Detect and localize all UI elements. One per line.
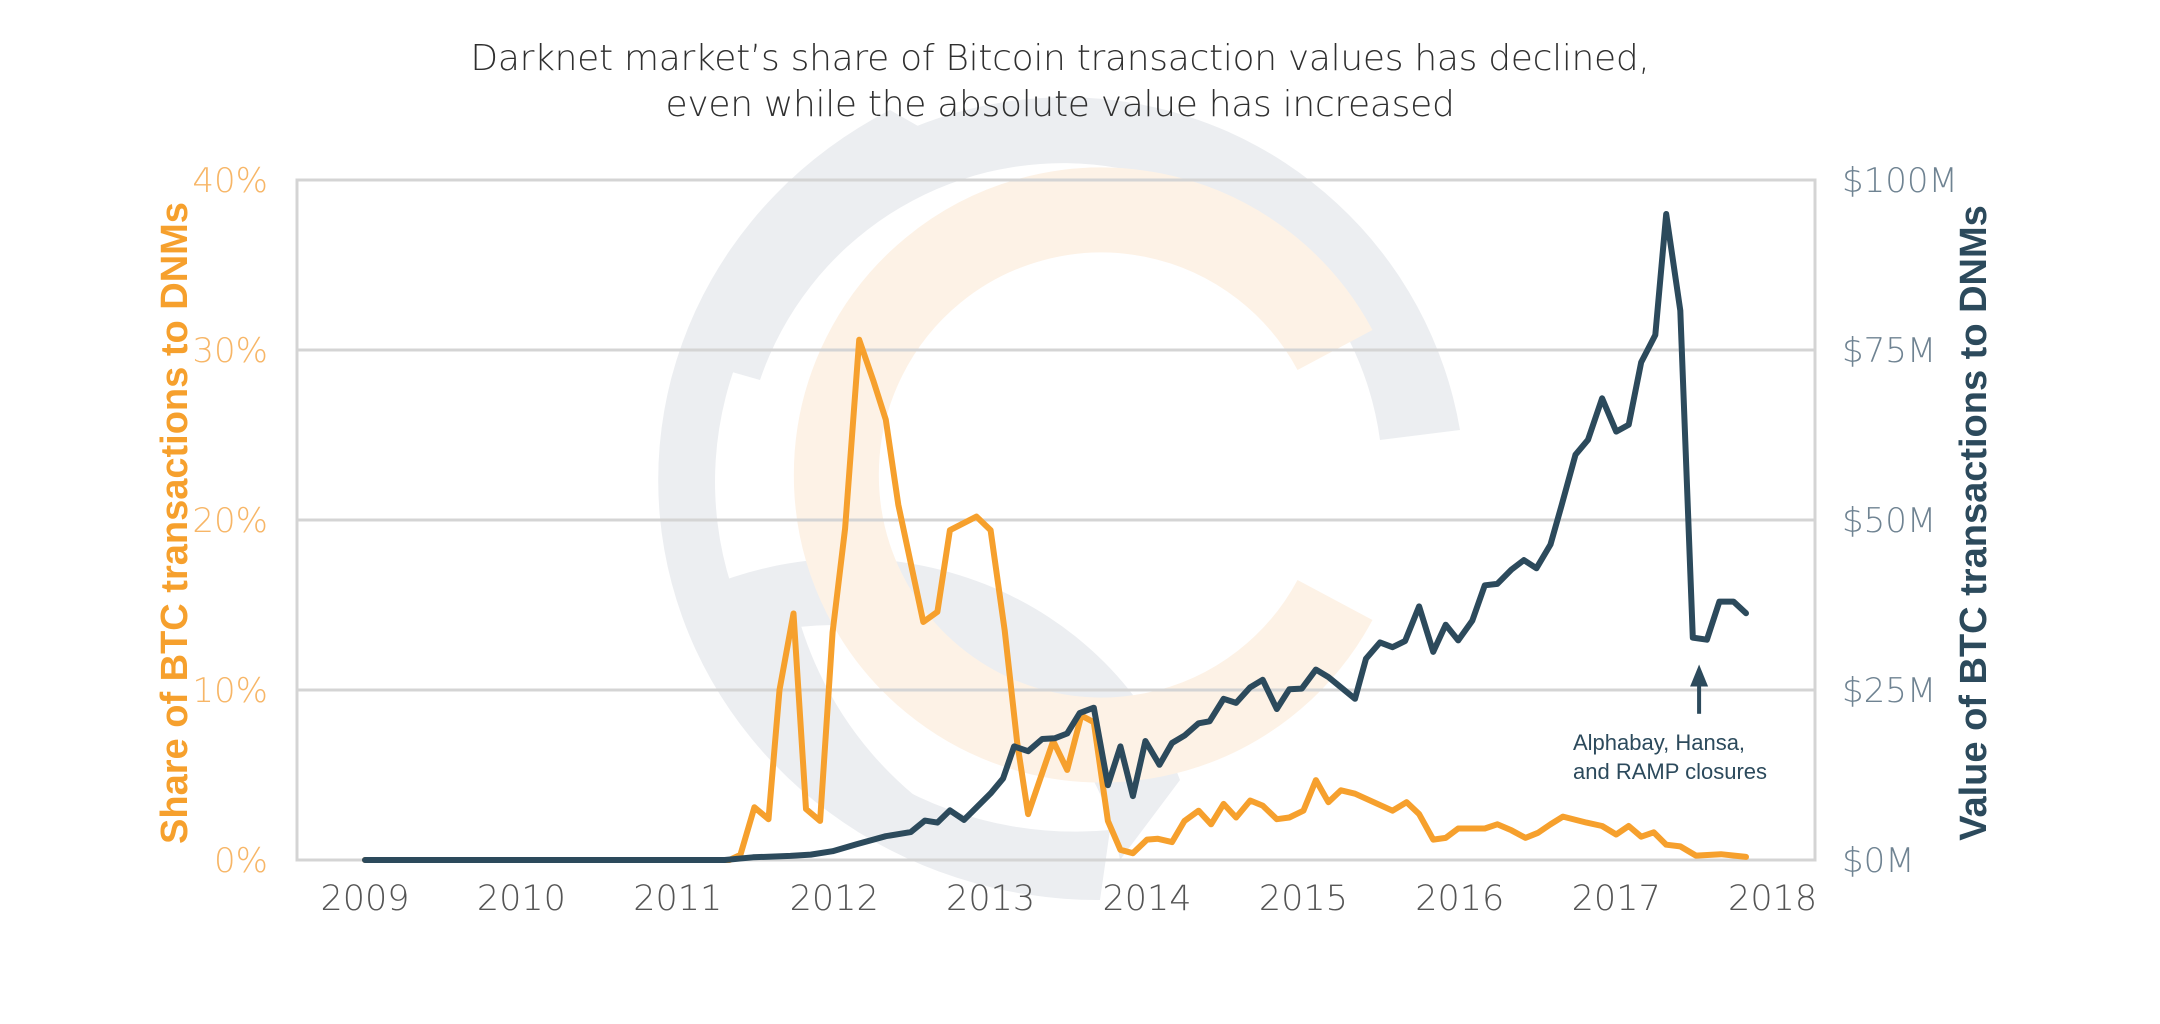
x-tick-label: 2011 <box>633 879 722 919</box>
right-tick-label: $100M <box>1842 161 1958 201</box>
x-tick-label: 2010 <box>477 879 566 919</box>
right-tick-label: $75M <box>1842 331 1936 371</box>
right-axis-ticks: $0M $25M $50M $75M $100M <box>1842 161 1958 881</box>
series-value <box>362 211 1749 863</box>
annotation-text-line: and RAMP closures <box>1573 759 1767 784</box>
left-tick-label: 10% <box>192 671 268 711</box>
chart-title-line-2: even while the absolute value has increa… <box>666 84 1455 125</box>
x-tick-label: 2015 <box>1259 879 1348 919</box>
left-tick-label: 0% <box>214 841 268 881</box>
watermark-grey-arc <box>690 97 1460 441</box>
x-tick-label: 2014 <box>1102 879 1191 919</box>
annotation-text-line: Alphabay, Hansa, <box>1573 730 1745 755</box>
x-axis-ticks: 2009 2010 2011 2012 2013 2014 2015 2016 2017 2018 <box>320 879 1817 919</box>
x-tick-label: 2016 <box>1415 879 1504 919</box>
annotation: Alphabay, Hansa, and RAMP closures <box>1573 664 1767 784</box>
annotation-arrow-icon <box>1690 664 1709 687</box>
x-tick-label: 2009 <box>320 879 409 919</box>
x-tick-label: 2018 <box>1728 879 1817 919</box>
series-line <box>362 336 1749 863</box>
x-tick-label: 2017 <box>1572 879 1661 919</box>
series-share <box>362 336 1749 863</box>
x-tick-label: 2012 <box>790 879 879 919</box>
chart-title-line-1: Darknet market’s share of Bitcoin transa… <box>470 38 1649 79</box>
watermark-orange-ring <box>793 167 1373 783</box>
series-layer <box>362 211 1749 863</box>
left-tick-label: 20% <box>192 501 268 541</box>
x-tick-label: 2013 <box>946 879 1035 919</box>
plot-frame <box>295 178 1817 862</box>
watermark-grey-left <box>700 558 1180 860</box>
left-axis-title: Share of BTC transactions to DNMs <box>154 202 196 844</box>
left-axis-ticks: 0% 10% 20% 30% 40% <box>192 161 268 881</box>
right-tick-label: $25M <box>1842 671 1936 711</box>
right-tick-label: $50M <box>1842 501 1936 541</box>
watermark-logo <box>658 97 1460 901</box>
left-tick-label: 30% <box>192 331 268 371</box>
right-tick-label: $0M <box>1842 841 1915 881</box>
left-tick-label: 40% <box>192 161 268 201</box>
right-axis-title: Value of BTC transactions to DNMs <box>1953 205 1995 841</box>
